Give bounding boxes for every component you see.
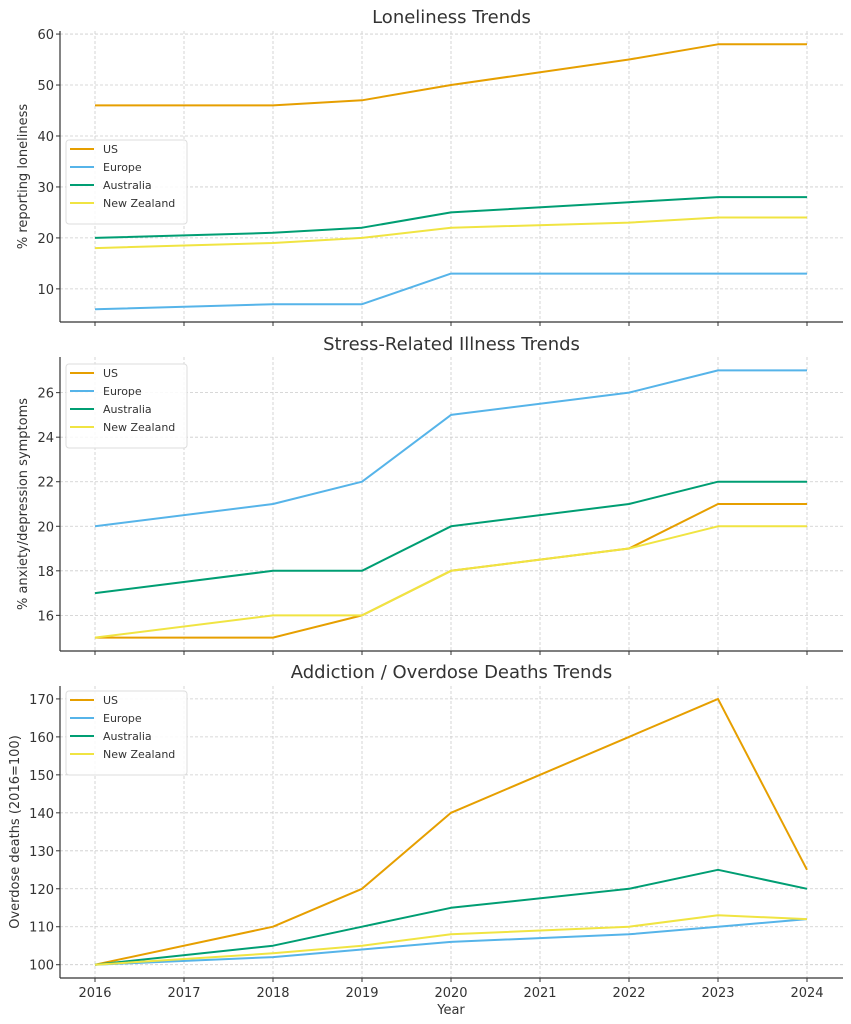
legend-frame	[65, 139, 188, 225]
y-tick-label: 20	[37, 520, 54, 535]
legend: US Europe Australia New Zealand	[65, 363, 188, 449]
x-tick-label: 2020	[434, 986, 467, 1001]
series-line-europe	[94, 918, 808, 966]
series-lines	[94, 697, 808, 966]
series-line-australia	[94, 196, 807, 239]
y-tick-label: 100	[29, 959, 54, 974]
y-tick-label: 40	[37, 130, 54, 145]
y-tick-label: 60	[37, 28, 54, 43]
series-line-us	[94, 697, 808, 966]
y-tick-label: 22	[37, 476, 54, 491]
legend-item-us: US	[70, 694, 118, 707]
series-line-australia	[94, 480, 807, 595]
series-line-europe	[94, 272, 807, 311]
y-tick-label: 50	[37, 79, 54, 94]
overdose-deaths-chart: 2016 2017 2018 2019 2020 2021 2022 2023 2024 100 1…	[8, 662, 843, 1018]
series-line-us	[95, 43, 807, 107]
series-line-new-zealand	[94, 216, 807, 250]
legend-label: New Zealand	[103, 748, 175, 761]
y-tick-label: 18	[37, 565, 54, 580]
chart-title: Loneliness Trends	[372, 7, 531, 28]
legend-label: Europe	[103, 712, 142, 725]
legend: US Europe Australia New Zealand	[65, 690, 188, 776]
series-lines	[94, 43, 807, 311]
legend-label: Europe	[103, 161, 142, 174]
legend-label: Australia	[103, 730, 152, 743]
y-tick-label: 110	[29, 921, 54, 936]
legend-label: US	[103, 143, 118, 156]
legend-label: New Zealand	[103, 421, 175, 434]
y-tick-label: 10	[37, 283, 54, 298]
y-tick-label: 140	[29, 807, 54, 822]
legend-frame	[65, 690, 188, 776]
y-tick-label: 24	[37, 431, 54, 446]
grid	[60, 357, 843, 651]
series-line-australia	[94, 868, 808, 966]
loneliness-chart: 10 20 30 40 50 60 Loneliness Trends % reporting…	[16, 7, 843, 326]
x-tick-label: 2022	[612, 986, 645, 1001]
chart-title: Stress-Related Illness Trends	[323, 334, 580, 355]
x-tick-label: 2024	[790, 986, 823, 1001]
legend-item-new-zealand: New Zealand	[70, 421, 175, 434]
series-line-new-zealand	[94, 525, 807, 639]
legend-item-europe: Europe	[70, 385, 142, 398]
legend-item-europe: Europe	[70, 712, 142, 725]
y-tick-label: 130	[29, 845, 54, 860]
y-tick-label: 26	[37, 387, 54, 402]
series-line-europe	[94, 369, 807, 528]
chart-title: Addiction / Overdose Deaths Trends	[291, 662, 613, 683]
legend-item-new-zealand: New Zealand	[70, 748, 175, 761]
legend-label: Australia	[103, 179, 152, 192]
legend-item-us: US	[70, 367, 118, 380]
legend-label: US	[103, 367, 118, 380]
y-axis-label: % reporting loneliness	[16, 104, 31, 249]
y-tick-label: 30	[37, 181, 54, 196]
series-line-new-zealand	[94, 914, 808, 966]
x-tick-label: 2016	[78, 986, 111, 1001]
y-axis-label: Overdose deaths (2016=100)	[8, 735, 23, 929]
x-axis-label: Year	[436, 1003, 465, 1018]
y-tick-label: 16	[37, 609, 54, 624]
y-tick-label: 120	[29, 883, 54, 898]
legend: US Europe Australia New Zealand	[65, 139, 188, 225]
legend-item-australia: Australia	[70, 179, 152, 192]
legend-item-us: US	[70, 143, 118, 156]
legend-item-australia: Australia	[70, 403, 152, 416]
y-tick-label: 20	[37, 232, 54, 247]
y-tick-label: 170	[29, 693, 54, 708]
y-tick-label: 160	[29, 731, 54, 746]
y-axis-label: % anxiety/depression symptoms	[16, 398, 31, 610]
legend-item-new-zealand: New Zealand	[70, 197, 175, 210]
y-tick-label: 150	[29, 769, 54, 784]
legend-label: US	[103, 694, 118, 707]
legend-item-australia: Australia	[70, 730, 152, 743]
legend-label: New Zealand	[103, 197, 175, 210]
x-tick-label: 2023	[701, 986, 734, 1001]
series-lines	[94, 369, 807, 639]
x-tick-label: 2017	[167, 986, 200, 1001]
legend-label: Australia	[103, 403, 152, 416]
x-tick-label: 2019	[345, 986, 378, 1001]
legend-label: Europe	[103, 385, 142, 398]
stress-illness-chart: 16 18 20 22 24 26 Stress-Related Illness Trend…	[16, 334, 843, 655]
legend-frame	[65, 363, 188, 449]
x-tick-label: 2021	[523, 986, 556, 1001]
x-tick-label: 2018	[256, 986, 289, 1001]
legend-item-europe: Europe	[70, 161, 142, 174]
